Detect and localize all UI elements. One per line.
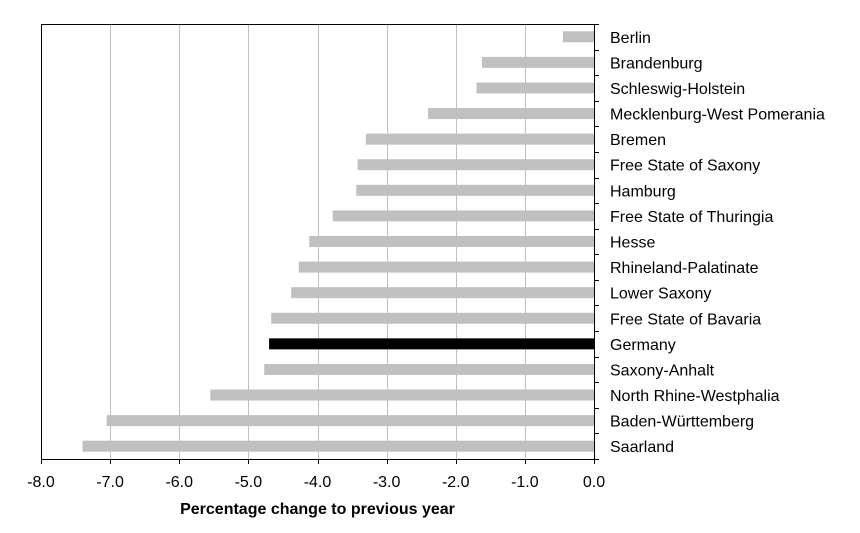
bar bbox=[562, 31, 594, 43]
bar bbox=[309, 236, 594, 247]
x-tick-label: -8.0 bbox=[27, 474, 55, 491]
x-tick-label: -5.0 bbox=[235, 474, 263, 491]
category-label: Baden-Württemberg bbox=[610, 414, 754, 431]
bar bbox=[356, 184, 594, 196]
x-tick-label: -6.0 bbox=[165, 474, 193, 491]
category-label: Free State of Thuringia bbox=[610, 209, 773, 226]
bar bbox=[357, 159, 594, 171]
bar bbox=[210, 389, 594, 401]
x-tick-label: -3.0 bbox=[373, 474, 401, 491]
category-label: Mecklenburg-West Pomerania bbox=[610, 107, 825, 124]
x-tick-label: -7.0 bbox=[96, 474, 124, 491]
bar bbox=[482, 56, 594, 68]
category-label: Rhineland-Palatinate bbox=[610, 260, 759, 277]
category-label: North Rhine-Westphalia bbox=[610, 388, 780, 405]
bar bbox=[365, 133, 594, 145]
category-label: Free State of Bavaria bbox=[610, 311, 761, 328]
bar bbox=[264, 363, 594, 375]
category-label: Saarland bbox=[610, 439, 674, 456]
x-tick-label: -4.0 bbox=[304, 474, 332, 491]
category-label: Hamburg bbox=[610, 183, 676, 200]
category-label: Schleswig-Holstein bbox=[610, 81, 745, 98]
category-label: Hesse bbox=[610, 235, 655, 252]
x-axis-title: Percentage change to previous year bbox=[180, 501, 455, 518]
x-axis-ticks: -8.0 -7.0 -6.0 -5.0 -4.0 -3.0 -2.0 -1.0 0.0 bbox=[27, 474, 605, 491]
axes bbox=[41, 24, 599, 464]
category-label: Bremen bbox=[610, 132, 666, 149]
category-label: Lower Saxony bbox=[610, 286, 711, 303]
bar bbox=[476, 82, 594, 94]
bar bbox=[332, 210, 594, 222]
category-label: Brandenburg bbox=[610, 55, 703, 72]
bar bbox=[271, 312, 594, 324]
x-tick-label: 0.0 bbox=[583, 474, 605, 491]
bar bbox=[428, 108, 594, 120]
category-label: Free State of Saxony bbox=[610, 158, 760, 175]
bar bbox=[269, 338, 594, 350]
category-label: Berlin bbox=[610, 30, 651, 47]
bar bbox=[298, 261, 594, 273]
x-tick-label: -2.0 bbox=[442, 474, 470, 491]
bar bbox=[82, 440, 594, 452]
bars bbox=[82, 31, 594, 452]
bar bbox=[106, 415, 594, 427]
bar bbox=[291, 287, 594, 299]
category-label: Germany bbox=[610, 337, 676, 354]
x-tick-label: -1.0 bbox=[511, 474, 539, 491]
category-labels: Berlin Brandenburg Schleswig-Holstein Meckl… bbox=[610, 30, 825, 456]
category-label: Saxony-Anhalt bbox=[610, 362, 715, 379]
